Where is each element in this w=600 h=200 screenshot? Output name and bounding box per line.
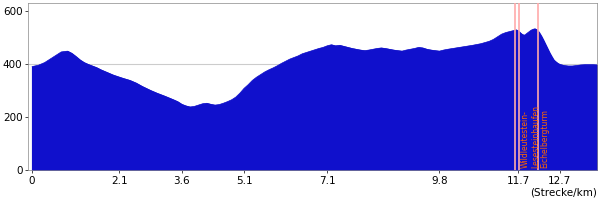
X-axis label: (Strecke/km): (Strecke/km)	[530, 187, 597, 197]
Text: Wildleutestein-
Lesesteinhaufen: Wildleutestein- Lesesteinhaufen	[521, 105, 541, 168]
Text: Eichelbergturm: Eichelbergturm	[540, 109, 549, 168]
